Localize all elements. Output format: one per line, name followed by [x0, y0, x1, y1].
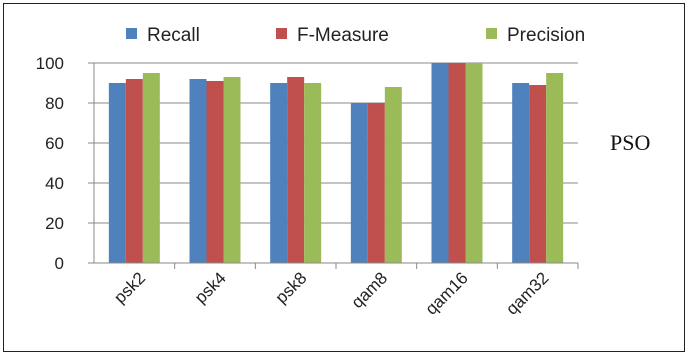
bar-recall-psk4: [189, 79, 207, 263]
bar-f-measure-psk2: [125, 79, 143, 263]
x-tick-label: qam32: [502, 268, 552, 318]
x-tick-label: qam8: [348, 268, 392, 312]
y-tick-label: 100: [36, 54, 64, 73]
legend-swatch: [126, 28, 137, 39]
bar-f-measure-psk4: [206, 81, 224, 263]
legend-label: Recall: [147, 25, 200, 46]
legend-label: Precision: [507, 25, 585, 46]
bar-f-measure-qam8: [367, 103, 385, 263]
y-tick-label: 0: [55, 254, 64, 273]
bar-f-measure-qam16: [448, 63, 466, 263]
legend: Recall F-Measure Precision: [126, 25, 585, 46]
bars: [108, 63, 564, 263]
y-tick-label: 60: [45, 134, 64, 153]
bar-recall-qam16: [431, 63, 449, 263]
bar-f-measure-qam32: [529, 85, 547, 263]
y-tick-labels: 0 20 40 60 80 100: [36, 54, 64, 273]
legend-swatch: [486, 28, 497, 39]
y-tick-label: 40: [45, 174, 64, 193]
side-label: PSO: [610, 130, 650, 155]
bar-precision-psk8: [304, 83, 322, 263]
bar-f-measure-psk8: [287, 77, 305, 263]
bar-precision-qam32: [546, 73, 564, 263]
bar-precision-qam16: [465, 63, 483, 263]
bar-precision-psk4: [223, 77, 241, 263]
bar-recall-qam32: [512, 83, 530, 263]
x-tick-label: psk2: [110, 268, 149, 307]
bar-recall-psk8: [270, 83, 288, 263]
legend-label: F-Measure: [297, 25, 389, 46]
bar-precision-psk2: [142, 73, 160, 263]
bar-recall-psk2: [108, 83, 126, 263]
x-tick-label: qam16: [422, 268, 472, 318]
x-tick-label: psk4: [191, 268, 230, 307]
y-tick-label: 20: [45, 214, 64, 233]
gridlines: [88, 62, 578, 264]
axes: [93, 63, 579, 269]
x-tick-label: psk8: [272, 268, 311, 307]
legend-swatch: [276, 28, 287, 39]
x-tick-labels: psk2 psk4 psk8 qam8 qam16 qam32: [110, 268, 552, 318]
bar-precision-qam8: [384, 87, 402, 263]
y-tick-label: 80: [45, 94, 64, 113]
bar-recall-qam8: [350, 103, 368, 263]
